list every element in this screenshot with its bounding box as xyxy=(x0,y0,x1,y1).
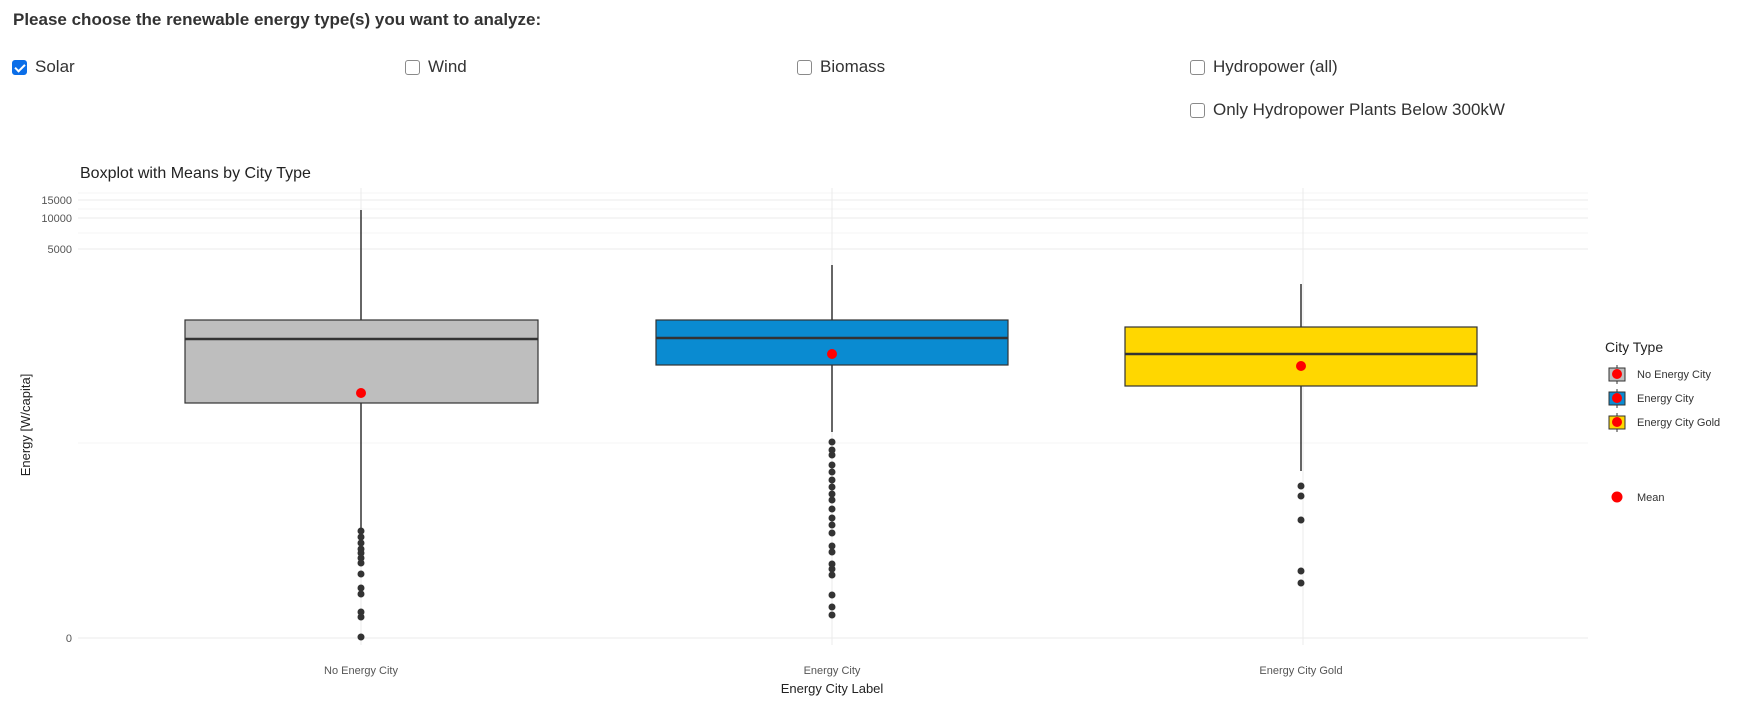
checkbox-wind[interactable]: Wind xyxy=(405,57,467,77)
checkbox-label: Only Hydropower Plants Below 300kW xyxy=(1213,100,1505,119)
checkbox-biomass[interactable]: Biomass xyxy=(797,57,885,77)
x-axis-ticks: No Energy City Energy City Energy City G… xyxy=(324,665,1343,677)
checkbox-label: Wind xyxy=(428,57,467,76)
svg-text:Energy City: Energy City xyxy=(1637,393,1694,405)
box-no-energy-city xyxy=(184,210,539,641)
outliers xyxy=(828,438,836,619)
mean-point xyxy=(1296,361,1306,371)
y-axis-label: Energy [W/capita] xyxy=(18,374,33,477)
svg-text:Energy City Gold: Energy City Gold xyxy=(1259,665,1342,677)
checkbox-label: Hydropower (all) xyxy=(1213,57,1338,76)
checkbox-hydropower-below-300kw[interactable]: Only Hydropower Plants Below 300kW xyxy=(1190,100,1505,120)
legend-item-mean: Mean xyxy=(1611,491,1665,504)
checkbox-label: Solar xyxy=(35,57,75,76)
svg-text:0: 0 xyxy=(66,633,72,645)
checkbox-label: Biomass xyxy=(820,57,886,76)
checkbox-checked-icon[interactable] xyxy=(12,59,27,75)
box-energy-city-gold xyxy=(1124,284,1478,587)
outliers xyxy=(357,527,365,641)
svg-text:Mean: Mean xyxy=(1637,492,1665,504)
legend-item-energy-city: Energy City xyxy=(1608,389,1694,408)
mean-point xyxy=(356,388,366,398)
svg-text:No Energy City: No Energy City xyxy=(324,665,398,677)
legend-title: City Type xyxy=(1605,339,1663,355)
chart-title: Boxplot with Means by City Type xyxy=(80,165,311,182)
legend: City Type No Energy City Energy City Ene… xyxy=(1605,339,1720,504)
svg-text:5000: 5000 xyxy=(48,244,72,256)
outliers xyxy=(1297,482,1305,587)
svg-text:No Energy City: No Energy City xyxy=(1637,369,1711,381)
checkbox-unchecked-icon[interactable] xyxy=(1190,59,1205,75)
checkbox-solar[interactable]: Solar xyxy=(12,57,75,77)
svg-text:10000: 10000 xyxy=(41,213,72,225)
legend-item-energy-city-gold: Energy City Gold xyxy=(1608,413,1720,432)
y-axis-ticks: 15000 10000 5000 0 xyxy=(41,195,72,645)
prompt-label: Please choose the renewable energy type(… xyxy=(13,10,542,29)
checkbox-unchecked-icon[interactable] xyxy=(797,59,812,75)
checkbox-unchecked-icon[interactable] xyxy=(405,59,420,75)
box-energy-city xyxy=(655,265,1009,619)
svg-text:Energy City Gold: Energy City Gold xyxy=(1637,417,1720,429)
x-axis-label: Energy City Label xyxy=(781,681,884,696)
checkbox-hydropower-all[interactable]: Hydropower (all) xyxy=(1190,57,1338,77)
mean-point xyxy=(827,349,837,359)
svg-text:Energy City: Energy City xyxy=(804,665,861,677)
svg-text:15000: 15000 xyxy=(41,195,72,207)
legend-item-no-energy-city: No Energy City xyxy=(1608,365,1711,384)
checkbox-unchecked-icon[interactable] xyxy=(1190,102,1205,118)
grid xyxy=(78,188,1588,645)
